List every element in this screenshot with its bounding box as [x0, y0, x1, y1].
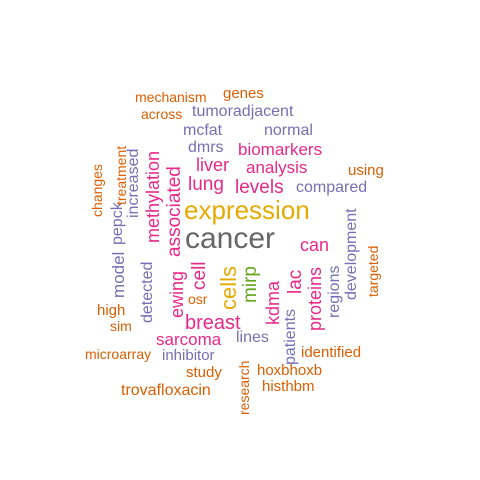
word-genes: genes: [223, 85, 264, 102]
word-breast: breast: [185, 312, 241, 334]
word-methylation: methylation: [143, 150, 163, 243]
word-using: using: [348, 162, 384, 179]
word-changes: changes: [89, 164, 105, 217]
word-levels: levels: [235, 177, 284, 198]
word-sarcoma: sarcoma: [156, 330, 222, 349]
word-compared: compared: [296, 179, 368, 196]
word-cells: cells: [216, 265, 241, 310]
word-research: research: [236, 360, 252, 415]
word-trovafloxacin: trovafloxacin: [121, 382, 211, 399]
word-ewing: ewing: [167, 270, 187, 318]
word-sim: sim: [110, 318, 132, 334]
word-regions: regions: [326, 265, 343, 318]
word-associated: associated: [164, 166, 185, 257]
word-mirp: mirp: [240, 266, 261, 303]
word-kdma: kdma: [263, 280, 283, 325]
word-osr: osr: [188, 291, 208, 307]
word-proteins: proteins: [305, 266, 325, 331]
word-analysis: analysis: [246, 158, 308, 177]
word-development: development: [343, 208, 360, 300]
word-microarray: microarray: [85, 346, 152, 362]
word-treatment: treatment: [113, 145, 129, 205]
word-detected: detected: [139, 261, 156, 323]
word-mcfat: mcfat: [183, 122, 223, 139]
word-can: can: [300, 235, 330, 255]
word-cell: cell: [189, 261, 210, 290]
word-mechanism: mechanism: [135, 89, 207, 105]
word-dmrs: dmrs: [188, 139, 224, 156]
word-targeted: targeted: [365, 245, 381, 297]
word-lines: lines: [236, 329, 269, 346]
word-liver: liver: [196, 155, 230, 175]
word-model: model: [109, 251, 128, 298]
word-high: high: [97, 302, 126, 319]
word-pepck: pepck: [109, 202, 126, 245]
word-identified: identified: [301, 344, 362, 361]
word-tumoradjacent: tumoradjacent: [192, 103, 294, 120]
word-across: across: [141, 106, 183, 122]
word-patients: patients: [282, 308, 299, 365]
word-cancer: cancer: [185, 222, 276, 255]
word-lung: lung: [188, 174, 224, 195]
word-biomarkers: biomarkers: [238, 140, 323, 159]
word-inhibitor: inhibitor: [162, 347, 215, 364]
word-study: study: [186, 364, 222, 381]
word-normal: normal: [264, 122, 313, 139]
word-lac: lac: [285, 269, 306, 294]
word-hoxbhoxb: hoxbhoxb: [257, 362, 323, 379]
word-histhbm: histhbm: [262, 378, 315, 395]
word-expression: expression: [184, 195, 310, 225]
